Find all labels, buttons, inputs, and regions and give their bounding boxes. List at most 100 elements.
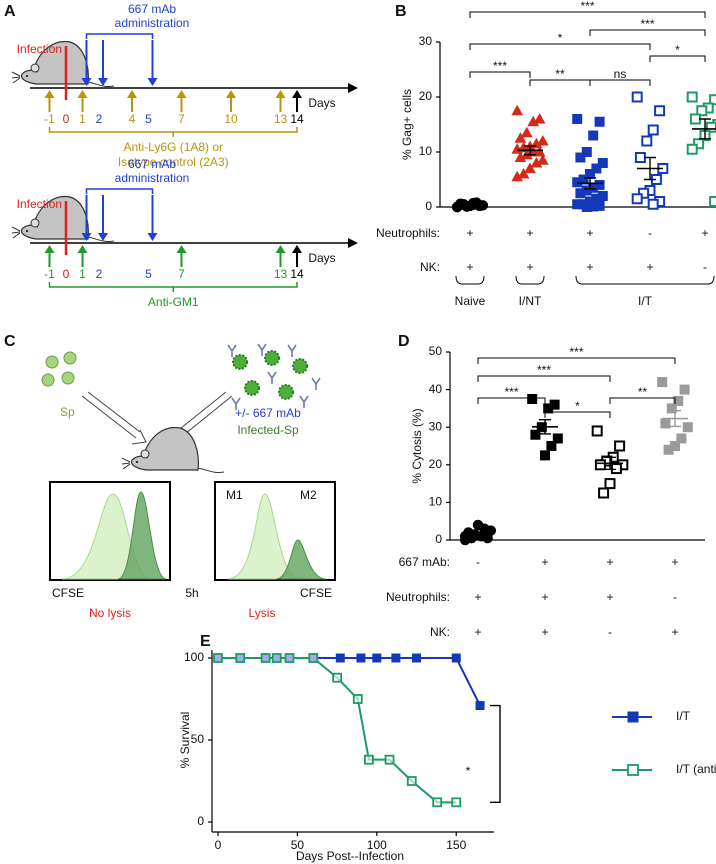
panel-label: A xyxy=(4,3,16,20)
histogram-peak xyxy=(117,491,167,580)
dot xyxy=(514,151,527,162)
day-arrow-head xyxy=(98,233,108,241)
x-tick-label: 50 xyxy=(291,838,305,852)
error-bar xyxy=(644,156,656,181)
legend-label: I/T (anti-GM1) xyxy=(676,762,716,776)
dot xyxy=(511,170,524,182)
dot xyxy=(673,395,684,406)
day-label: -1 xyxy=(44,267,55,281)
error-bar xyxy=(524,145,536,156)
dot xyxy=(666,403,677,414)
dot xyxy=(536,154,549,165)
dot xyxy=(686,91,698,103)
panel-label: C xyxy=(4,333,16,350)
legend-marker xyxy=(627,711,639,723)
y-axis-label: % Survival xyxy=(178,712,192,769)
x-tick-label: 100 xyxy=(367,838,387,852)
panel-label: E xyxy=(200,633,211,650)
dot xyxy=(572,114,583,124)
significance-bracket xyxy=(544,411,611,418)
dot xyxy=(546,441,557,451)
infected-cell xyxy=(264,350,280,366)
dot xyxy=(594,459,606,471)
y-tick-label: 10 xyxy=(419,144,433,158)
day-arrow-head xyxy=(77,90,88,98)
point xyxy=(363,754,374,765)
point xyxy=(432,797,443,808)
row-value: + xyxy=(541,555,548,569)
day-label: 7 xyxy=(178,112,185,126)
outcome-label: Lysis xyxy=(249,606,276,620)
day-label: 1 xyxy=(79,112,86,126)
point xyxy=(391,653,401,663)
point xyxy=(213,653,223,663)
day-label: 13 xyxy=(274,267,288,281)
y-axis-label: % Cytosis (%) xyxy=(410,408,424,483)
dot xyxy=(689,113,701,125)
dot xyxy=(572,177,583,188)
dot xyxy=(575,152,586,163)
y-tick-label: 30 xyxy=(429,419,443,433)
panel-label: D xyxy=(398,333,410,350)
significance-label: *** xyxy=(537,363,551,377)
row-value: - xyxy=(673,590,677,604)
point xyxy=(271,653,282,663)
axis-label: Days xyxy=(308,251,335,265)
day-arrow-head xyxy=(147,233,158,241)
dot xyxy=(572,199,583,210)
significance-label: * xyxy=(675,43,680,57)
day-label: 2 xyxy=(96,267,103,281)
axis-label: CFSE xyxy=(300,586,332,600)
error-bar xyxy=(472,533,484,538)
day-arrow-head xyxy=(98,78,108,86)
day-arrow-head xyxy=(147,78,158,86)
point xyxy=(260,653,271,663)
row-value: + xyxy=(606,590,613,604)
dot xyxy=(709,94,716,106)
legend-label: I/T xyxy=(676,709,691,723)
dot xyxy=(614,440,626,452)
significance-label: *** xyxy=(640,17,654,31)
row-label: NK: xyxy=(430,625,450,639)
significance-label: *** xyxy=(569,345,583,359)
arrow-head xyxy=(131,429,147,445)
point xyxy=(406,776,417,786)
depletion-label: Anti-GM1 xyxy=(148,295,199,309)
error-bar xyxy=(539,418,551,435)
infected-cell xyxy=(244,380,260,396)
depletion-label: Isotype control (2A3) xyxy=(118,155,229,169)
day-label: 14 xyxy=(290,112,304,126)
row-value: - xyxy=(608,625,612,639)
dot xyxy=(472,519,484,531)
error-bar xyxy=(464,204,476,207)
row-label: Neutrophils: xyxy=(386,590,450,604)
point xyxy=(235,653,246,663)
y-tick-label: 30 xyxy=(419,34,433,48)
row-value: + xyxy=(526,260,533,274)
axis-label: CFSE xyxy=(52,586,84,600)
dot xyxy=(543,403,554,414)
dot xyxy=(517,141,530,153)
cell xyxy=(41,373,55,387)
legend-marker xyxy=(627,764,639,776)
day-label: -1 xyxy=(44,112,55,126)
dot xyxy=(536,134,549,146)
day-arrow-head xyxy=(176,245,187,253)
significance-label: *** xyxy=(493,59,507,73)
target-label: Infected-Sp xyxy=(237,423,299,437)
dot xyxy=(647,198,659,210)
row-value: + xyxy=(671,555,678,569)
row-value: + xyxy=(586,260,593,274)
x-tick-label: 0 xyxy=(215,838,222,852)
day-label: 13 xyxy=(274,112,288,126)
point xyxy=(308,653,319,663)
outcome-label: No lysis xyxy=(89,606,131,620)
histogram-peak xyxy=(275,539,327,580)
day-arrow-head xyxy=(127,90,137,98)
dot xyxy=(581,147,592,157)
time-label: 5h xyxy=(185,586,198,600)
dot xyxy=(540,450,550,461)
treatment-bracket xyxy=(85,188,154,194)
